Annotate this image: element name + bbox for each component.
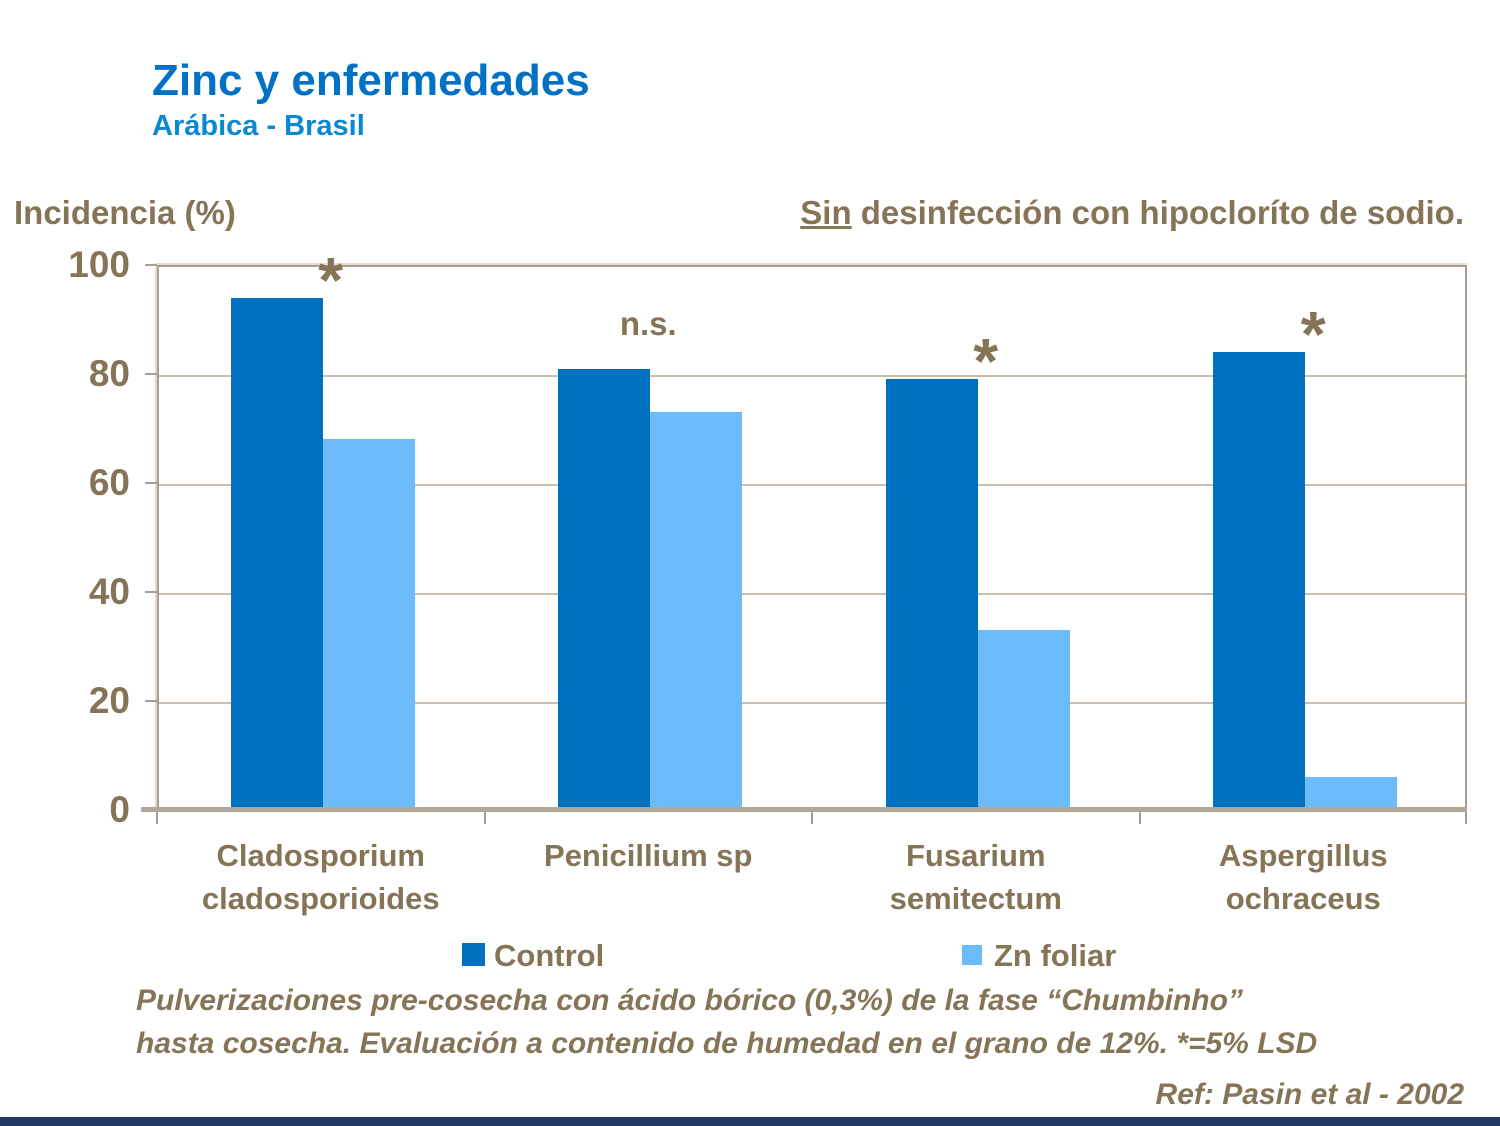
bar-zn-foliar-1 bbox=[322, 439, 415, 810]
bar-control-2 bbox=[558, 368, 651, 810]
significance-annotation-2: n.s. bbox=[619, 304, 677, 342]
x-tick-mark-3 bbox=[1138, 812, 1141, 824]
y-tick-label-60: 60 bbox=[88, 462, 130, 503]
x-category-label-2: Penicillium sp bbox=[544, 838, 753, 873]
x-category-label-1: Cladosporium cladosporioides bbox=[201, 838, 440, 916]
y-tick-mark-20 bbox=[145, 700, 157, 702]
x-category-label-3: Fusarium semitectum bbox=[889, 838, 1062, 916]
reference-text: Ref: Pasin et al - 2002 bbox=[1155, 1078, 1464, 1111]
significance-annotation-3: * bbox=[973, 325, 999, 398]
bottom-accent-bar bbox=[0, 1117, 1500, 1126]
y-tick-label-100: 100 bbox=[68, 244, 130, 285]
bar-control-1 bbox=[230, 297, 323, 810]
legend-swatch-control bbox=[462, 943, 485, 966]
legend-label-zn-foliar: Zn foliar bbox=[994, 938, 1117, 973]
bar-control-3 bbox=[885, 379, 978, 810]
y-tick-label-40: 40 bbox=[88, 571, 130, 612]
page-subtitle: Arábica - Brasil bbox=[152, 110, 365, 142]
note-rest: desinfección con hipocloríto de sodio. bbox=[851, 194, 1464, 231]
x-category-label-4: Aspergillus ochraceus bbox=[1218, 838, 1388, 916]
bar-zn-foliar-4 bbox=[1305, 777, 1398, 810]
x-axis-baseline bbox=[141, 807, 1467, 812]
footnote-line-2: hasta cosecha. Evaluación a contenido de… bbox=[136, 1027, 1318, 1060]
y-tick-label-80: 80 bbox=[88, 353, 130, 394]
y-tick-mark-100 bbox=[145, 264, 157, 266]
significance-annotation-4: * bbox=[1300, 298, 1326, 371]
x-tick-mark-0 bbox=[156, 812, 158, 824]
x-tick-mark-right bbox=[1465, 812, 1467, 824]
bar-zn-foliar-2 bbox=[650, 412, 743, 810]
y-axis-title: Incidencia (%) bbox=[14, 194, 236, 231]
x-tick-mark-1 bbox=[483, 812, 486, 824]
footnote-line-1: Pulverizaciones pre-cosecha con ácido bó… bbox=[136, 984, 1243, 1017]
gridline-80 bbox=[159, 375, 1465, 377]
legend-label-control: Control bbox=[494, 938, 605, 973]
note-underlined-word: Sin bbox=[800, 194, 852, 231]
y-tick-mark-80 bbox=[145, 373, 157, 375]
gridline-60 bbox=[159, 484, 1465, 486]
bar-zn-foliar-3 bbox=[977, 630, 1070, 810]
y-tick-label-20: 20 bbox=[88, 680, 130, 721]
y-tick-mark-40 bbox=[145, 591, 157, 593]
plot-area bbox=[157, 265, 1467, 810]
page-title: Zinc y enfermedades bbox=[152, 56, 590, 105]
y-tick-mark-60 bbox=[145, 482, 157, 484]
treatment-note: Sin desinfección con hipocloríto de sodi… bbox=[800, 194, 1464, 232]
gridline-40 bbox=[159, 593, 1465, 595]
legend-swatch-zn-foliar bbox=[962, 945, 982, 965]
x-tick-mark-2 bbox=[811, 812, 813, 824]
gridline-20 bbox=[159, 702, 1465, 704]
significance-annotation-1: * bbox=[318, 243, 344, 316]
bar-control-4 bbox=[1213, 352, 1306, 810]
y-tick-label-0: 0 bbox=[109, 789, 130, 830]
